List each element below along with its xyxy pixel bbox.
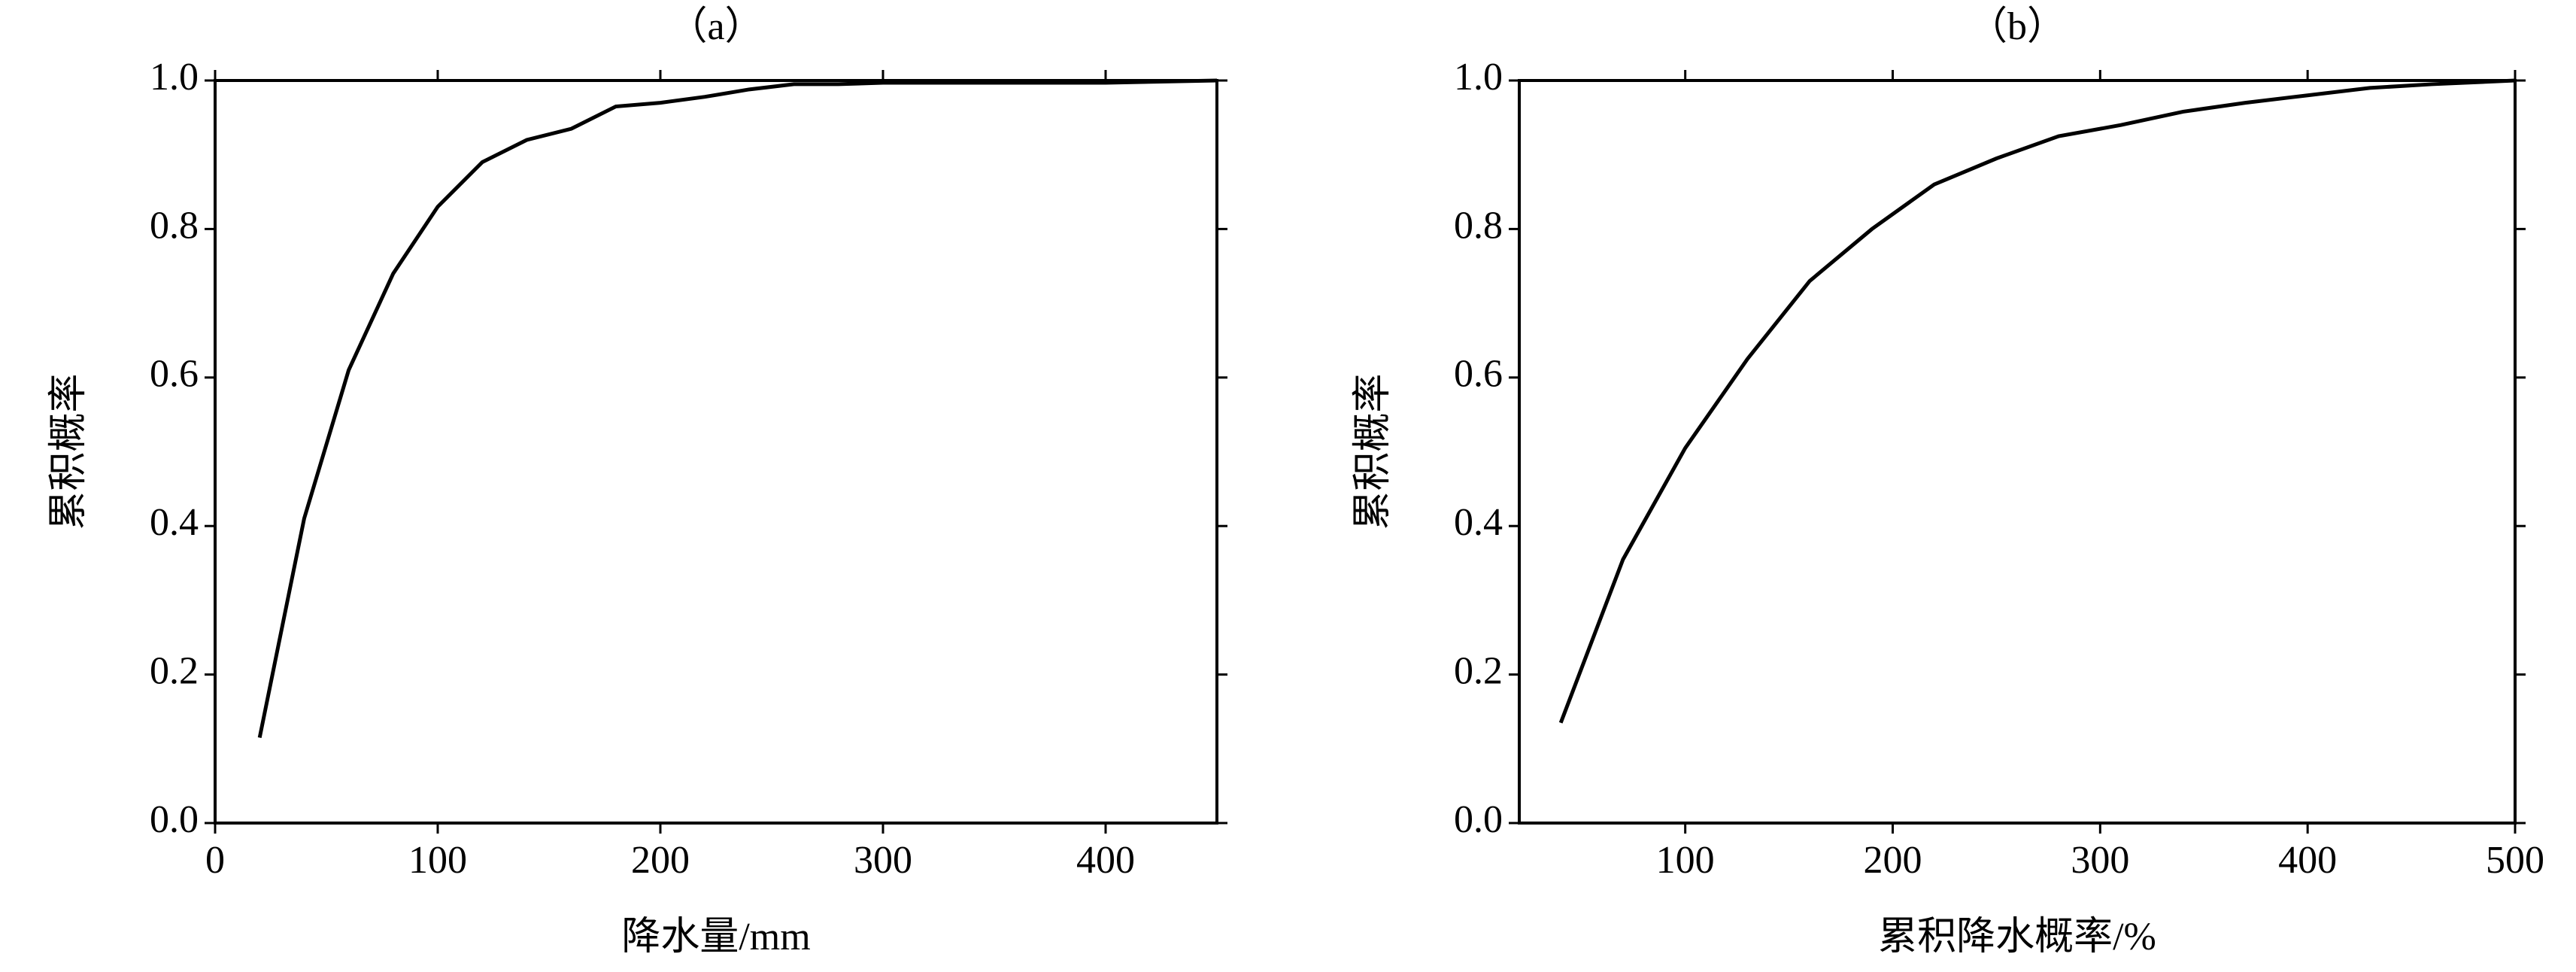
y-tick-label: 0.6 [1454, 353, 1503, 396]
x-tick-label: 400 [1076, 839, 1135, 882]
y-tick-label: 0.8 [150, 204, 199, 247]
y-tick-label: 0.0 [1454, 798, 1503, 841]
x-axis-label: 降水量/mm [621, 916, 810, 958]
data-line [257, 78, 1218, 738]
x-tick-label: 400 [2278, 839, 2337, 882]
y-tick-label: 0.2 [150, 650, 199, 693]
x-axis-label: 累积降水概率/% [1878, 916, 2156, 958]
x-tick-label: 500 [2486, 839, 2544, 882]
plot-frame [1518, 79, 2517, 825]
y-tick-label: 0.8 [1454, 204, 1503, 247]
y-tick-label: 1.0 [1454, 56, 1503, 99]
y-tick-label: 0.4 [150, 501, 199, 544]
x-tick-label: 200 [631, 839, 690, 882]
y-tick-label: 0.6 [150, 353, 199, 396]
x-tick-label: 0 [205, 839, 225, 882]
chart-title: （a） [668, 5, 763, 48]
y-axis-label: 累积概率 [47, 373, 90, 530]
y-axis-label: 累积概率 [1352, 373, 1394, 530]
y-tick-label: 0.2 [1454, 650, 1503, 693]
y-tick-label: 0.4 [1454, 501, 1503, 544]
x-tick-label: 300 [2071, 839, 2129, 882]
x-tick-label: 100 [1656, 839, 1715, 882]
x-tick-label: 100 [408, 839, 467, 882]
data-line [1558, 78, 2516, 724]
plot-frame [214, 79, 1218, 825]
x-tick-label: 300 [854, 839, 912, 882]
x-tick-label: 200 [1864, 839, 1922, 882]
chart-title: （b） [1968, 5, 2066, 48]
y-tick-label: 0.0 [150, 798, 199, 841]
y-tick-label: 1.0 [150, 56, 199, 99]
